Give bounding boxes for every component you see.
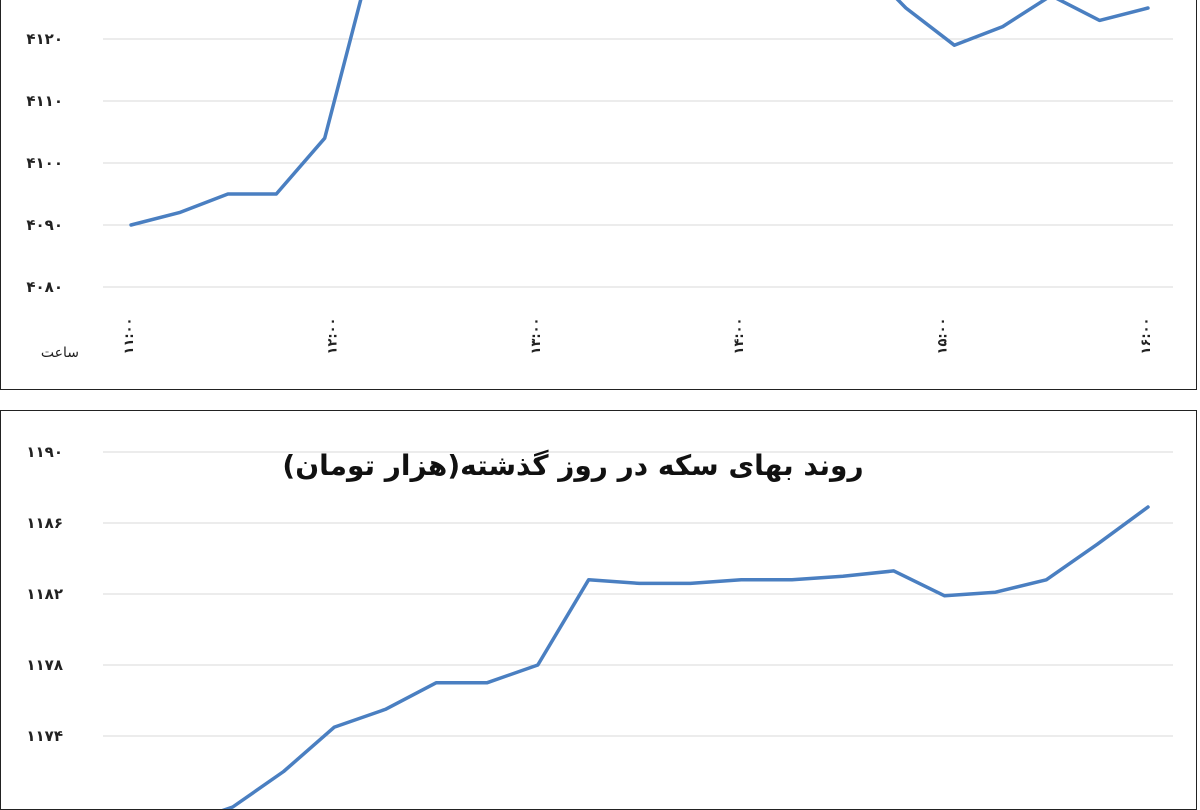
x-tick-label: ۱۳:۰۰	[529, 318, 544, 355]
series-line	[221, 505, 1150, 809]
coin-price-chart: ۱۱۷۴ ۱۱۷۸ ۱۱۸۲ ۱۱۸۶ ۱۱۹۰ روند بهای سکه در روز…	[26, 443, 1173, 809]
y-tick-label: ۴۰۹۰	[26, 216, 63, 234]
series-line	[129, 0, 1150, 227]
price-chart-panel-top: ۴۰۸۰ ۴۰۹۰ ۴۱۰۰ ۴۱۱۰ ۴۱۲۰ ۱۱:۰۰ ۱۲:۰۰ ۱۳:۰۰ ۱۴:۰۰…	[0, 0, 1197, 390]
x-tick-label: ۱۴:۰۰	[732, 318, 747, 355]
y-tick-label: ۱۱۹۰	[26, 443, 63, 461]
x-tick-label: ۱۶:۰۰	[1139, 318, 1154, 355]
y-tick-label: ۱۱۸۲	[26, 585, 63, 603]
y-tick-label: ۱۱۸۶	[26, 514, 63, 532]
x-tick-label: ۱۱:۰۰	[122, 318, 137, 355]
y-tick-label: ۴۱۲۰	[26, 30, 63, 48]
coin-price-chart-panel: ۱۱۷۴ ۱۱۷۸ ۱۱۸۲ ۱۱۸۶ ۱۱۹۰ روند بهای سکه در روز…	[0, 410, 1197, 810]
y-tick-label: ۴۱۰۰	[26, 154, 63, 172]
y-tick-label: ۱۱۷۸	[26, 656, 63, 674]
x-tick-label: ۱۵:۰۰	[936, 318, 951, 355]
x-axis-label: ساعت	[41, 345, 79, 361]
y-tick-label: ۱۱۷۴	[26, 727, 63, 745]
x-tick-label: ۱۲:۰۰	[325, 318, 340, 355]
y-tick-label: ۴۱۱۰	[26, 92, 63, 110]
price-chart-top: ۴۰۸۰ ۴۰۹۰ ۴۱۰۰ ۴۱۱۰ ۴۱۲۰ ۱۱:۰۰ ۱۲:۰۰ ۱۳:۰۰ ۱۴:۰۰…	[26, 0, 1173, 361]
y-tick-label: ۴۰۸۰	[26, 278, 63, 296]
chart-title: روند بهای سکه در روز گذشته(هزار تومان)	[282, 449, 863, 482]
